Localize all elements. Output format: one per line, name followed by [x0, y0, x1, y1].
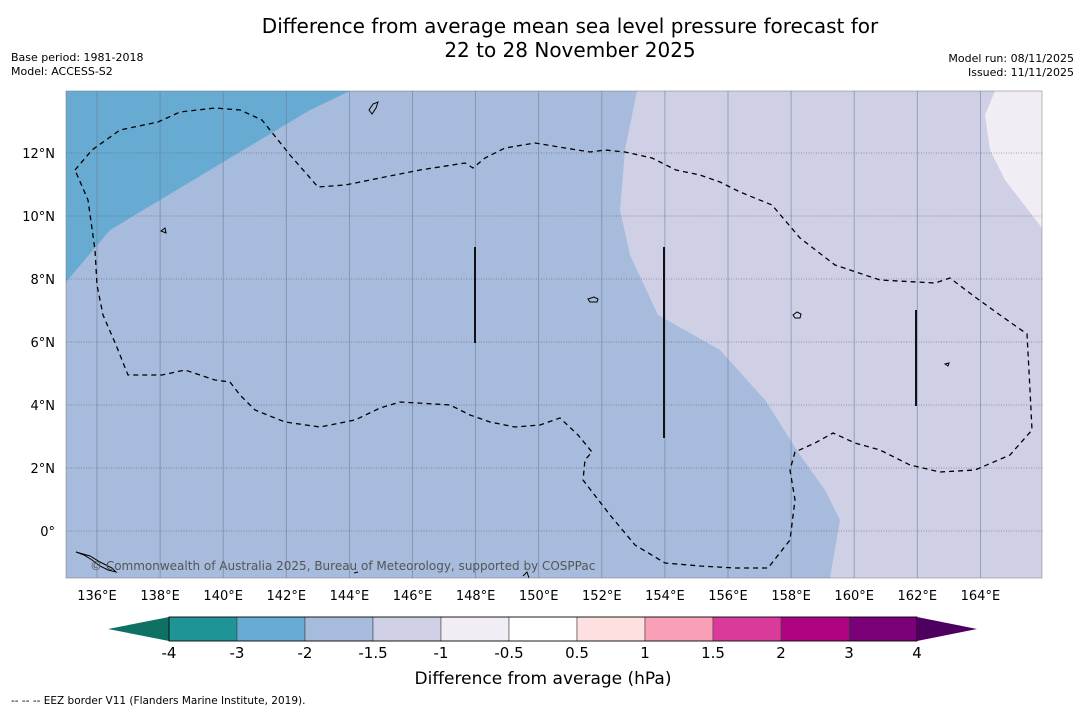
colorbar-tick: -0.5 — [494, 644, 523, 662]
colorbar-label: Difference from average (hPa) — [415, 669, 672, 689]
colorbar-box — [236, 616, 306, 642]
fill-region-minus-1 — [985, 91, 1042, 228]
colorbar-boxes — [168, 616, 918, 642]
wind-markers — [474, 247, 917, 438]
latitude-labels: 12°N 10°N 8°N 6°N 4°N 2°N 0° — [22, 147, 55, 540]
island-south — [522, 571, 530, 578]
lon-tick-label: 142°E — [267, 589, 307, 604]
meta-left: Base period: 1981-2018 Model: ACCESS-S2 — [11, 51, 143, 79]
lon-tick-label: 154°E — [645, 589, 685, 604]
colorbar-box — [848, 616, 918, 642]
colorbar-tick: 1.5 — [701, 644, 725, 662]
lat-tick-label: 10°N — [22, 210, 55, 225]
lon-tick-label: 138°E — [140, 589, 180, 604]
lat-tick-label: 0° — [40, 525, 55, 540]
colorbar-tick: -4 — [162, 644, 177, 662]
colorbar-box — [712, 616, 782, 642]
lat-tick-label: 2°N — [31, 462, 56, 477]
lon-tick-label: 148°E — [456, 589, 496, 604]
colorbar-tick: 1 — [640, 644, 650, 662]
lon-tick-label: 150°E — [519, 589, 559, 604]
lon-tick-label: 152°E — [582, 589, 622, 604]
island-chuuk — [587, 296, 599, 303]
island-new-guinea — [75, 551, 118, 573]
colorbar-over-arrow — [917, 617, 977, 641]
lon-tick-label: 164°E — [961, 589, 1001, 604]
island-kosrae — [943, 362, 950, 367]
colorbar-tick: 0.5 — [565, 644, 589, 662]
lon-tick-label: 160°E — [834, 589, 874, 604]
lon-tick-label: 140°E — [203, 589, 243, 604]
islands — [75, 101, 950, 578]
colorbar-tick-labels: -4 -3 -2 -1.5 -1 -0.5 0.5 1 1.5 2 3 4 — [162, 644, 922, 662]
colorbar-tick: -1.5 — [358, 644, 387, 662]
fill-region-minus-1-5 — [620, 91, 1042, 578]
title-line-2: 22 to 28 November 2025 — [444, 38, 696, 62]
map-gridlines — [66, 91, 1042, 578]
lon-tick-label: 158°E — [771, 589, 811, 604]
colorbar-box — [508, 616, 578, 642]
colorbar-tick: -1 — [434, 644, 449, 662]
colorbar-tick: 3 — [844, 644, 854, 662]
colorbar: -4 -3 -2 -1.5 -1 -0.5 0.5 1 1.5 2 3 4 Difference fr… — [108, 616, 977, 689]
longitude-labels: 136°E 138°E 140°E 142°E 144°E 146°E 148°E 150°E… — [77, 589, 1000, 604]
copyright-credit: © Commonwealth of Australia 2025, Bureau… — [90, 559, 595, 573]
island-pohnpei — [792, 311, 802, 319]
lon-tick-label: 162°E — [898, 589, 938, 604]
base-period-text: Base period: 1981-2018 — [11, 51, 144, 64]
colorbar-tick: 2 — [776, 644, 786, 662]
map-plot-area: © Commonwealth of Australia 2025, Bureau… — [66, 91, 1042, 578]
colorbar-box — [440, 616, 510, 642]
colorbar-box — [644, 616, 714, 642]
lon-tick-label: 136°E — [77, 589, 117, 604]
colorbar-box — [372, 616, 442, 642]
colorbar-tick: -2 — [298, 644, 313, 662]
island-palau — [159, 227, 167, 234]
lat-tick-label: 12°N — [22, 147, 55, 162]
lat-tick-label: 4°N — [31, 399, 56, 414]
map-frame — [65, 90, 1043, 579]
lon-tick-label: 144°E — [330, 589, 370, 604]
eez-footnote: -- -- -- EEZ border V11 (Flanders Marine… — [11, 695, 306, 707]
fill-region-minus-3 — [66, 91, 350, 282]
model-text: Model: ACCESS-S2 — [11, 65, 113, 78]
chart-title: Difference from average mean sea level p… — [0, 14, 1085, 62]
island-guam — [368, 101, 379, 115]
issued-text: Issued: 11/11/2025 — [967, 66, 1074, 79]
colorbar-box — [304, 616, 374, 642]
lat-tick-label: 6°N — [31, 336, 56, 351]
meta-right: Model run: 08/11/2025 Issued: 11/11/2025 — [948, 52, 1074, 80]
model-run-text: Model run: 08/11/2025 — [948, 52, 1074, 65]
eez-border — [74, 107, 1033, 569]
colorbar-under-arrow — [108, 617, 169, 641]
colorbar-tick: -3 — [230, 644, 245, 662]
lon-tick-label: 156°E — [708, 589, 748, 604]
colorbar-box — [780, 616, 850, 642]
lat-tick-label: 8°N — [31, 273, 56, 288]
lon-tick-label: 146°E — [393, 589, 433, 604]
island-south-2 — [353, 571, 359, 574]
colorbar-box — [168, 616, 238, 642]
colorbar-box — [576, 616, 646, 642]
title-line-1: Difference from average mean sea level p… — [261, 14, 879, 38]
colorbar-tick: 4 — [912, 644, 922, 662]
